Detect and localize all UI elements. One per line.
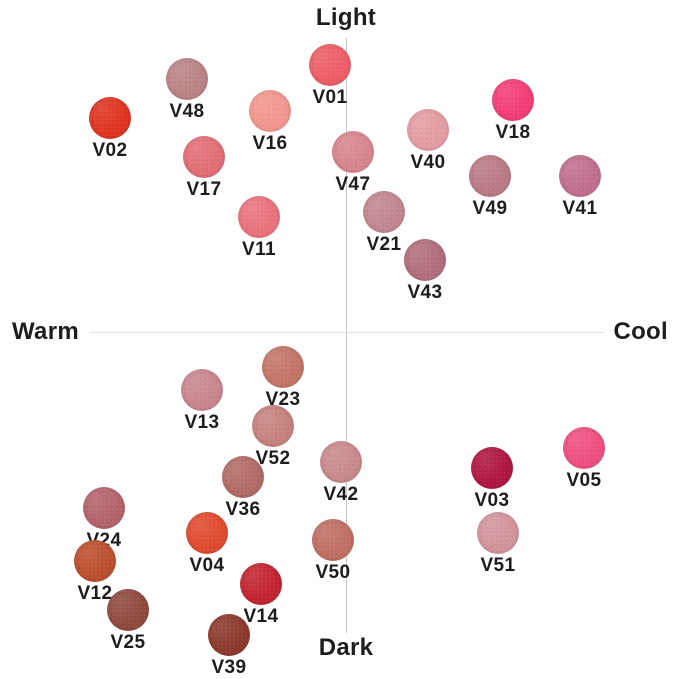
shade-point-V12: V12 [74, 540, 116, 605]
shade-swatch-circle [186, 512, 228, 554]
shade-label: V51 [480, 555, 516, 576]
shade-label: V14 [243, 606, 279, 627]
shade-point-V04: V04 [186, 512, 228, 577]
shade-point-V13: V13 [181, 369, 223, 434]
shade-swatch-circle [83, 487, 125, 529]
shade-label: V25 [110, 632, 146, 653]
shade-swatch-circle [222, 456, 264, 498]
shade-label: V40 [410, 152, 446, 173]
shade-point-V02: V02 [89, 97, 131, 162]
shade-point-V23: V23 [262, 346, 304, 411]
shade-swatch-circle [404, 239, 446, 281]
shade-label: V13 [184, 412, 220, 433]
shade-label: V48 [169, 101, 205, 122]
shade-point-V11: V11 [238, 196, 280, 261]
shade-point-V40: V40 [407, 109, 449, 174]
shade-label: V52 [255, 448, 291, 469]
shade-swatch-circle [477, 512, 519, 554]
shade-swatch-circle [252, 405, 294, 447]
shade-point-V17: V17 [183, 136, 225, 201]
shade-label: V39 [211, 657, 247, 678]
shade-swatch-circle [240, 563, 282, 605]
shade-swatch-circle [471, 447, 513, 489]
shade-swatch-circle [312, 519, 354, 561]
shade-label: V04 [189, 555, 225, 576]
shade-point-V50: V50 [312, 519, 354, 584]
shade-swatch-circle [320, 441, 362, 483]
shade-point-V18: V18 [492, 79, 534, 144]
shade-swatch-circle [492, 79, 534, 121]
shade-label: V41 [562, 198, 598, 219]
shade-swatch-circle [166, 58, 208, 100]
shade-label: V17 [186, 179, 222, 200]
axis-label-light: Light [315, 4, 377, 31]
shade-swatch-circle [363, 191, 405, 233]
shade-point-V41: V41 [559, 155, 601, 220]
shade-point-V48: V48 [166, 58, 208, 123]
shade-point-V25: V25 [107, 589, 149, 654]
shade-label: V16 [252, 133, 288, 154]
axis-label-warm: Warm [12, 318, 79, 345]
shade-point-V03: V03 [471, 447, 513, 512]
shade-swatch-circle [89, 97, 131, 139]
shade-point-V51: V51 [477, 512, 519, 577]
shade-swatch-circle [407, 109, 449, 151]
shade-swatch-circle [262, 346, 304, 388]
shade-swatch-circle [208, 614, 250, 656]
shade-swatch-circle [563, 427, 605, 469]
shade-swatch-circle [469, 155, 511, 197]
shade-label: V43 [407, 282, 443, 303]
shade-label: V01 [312, 87, 348, 108]
shade-point-V49: V49 [469, 155, 511, 220]
shade-swatch-circle [181, 369, 223, 411]
shade-swatch-circle [183, 136, 225, 178]
shade-point-V43: V43 [404, 239, 446, 304]
axis-label-cool: Cool [613, 318, 668, 345]
shade-point-V21: V21 [363, 191, 405, 256]
shade-label: V36 [225, 499, 261, 520]
shade-label: V49 [472, 198, 508, 219]
shade-swatch-circle [309, 44, 351, 86]
horizontal-axis-line [90, 332, 604, 333]
shade-point-V36: V36 [222, 456, 264, 521]
shade-point-V01: V01 [309, 44, 351, 109]
shade-point-V42: V42 [320, 441, 362, 506]
axis-label-dark: Dark [318, 634, 374, 661]
shade-label: V02 [92, 140, 128, 161]
shade-point-V14: V14 [240, 563, 282, 628]
shade-label: V11 [242, 239, 276, 260]
shade-swatch-circle [74, 540, 116, 582]
shade-label: V05 [566, 470, 602, 491]
shade-label: V42 [323, 484, 359, 505]
shade-swatch-circle [332, 131, 374, 173]
shade-point-V05: V05 [563, 427, 605, 492]
shade-label: V23 [265, 389, 301, 410]
shade-label: V03 [474, 490, 510, 511]
shade-label: V18 [495, 122, 531, 143]
shade-swatch-circle [107, 589, 149, 631]
shade-swatch-circle [249, 90, 291, 132]
shade-label: V50 [315, 562, 351, 583]
shade-point-V16: V16 [249, 90, 291, 155]
shade-swatch-circle [238, 196, 280, 238]
shade-point-V47: V47 [332, 131, 374, 196]
shade-swatch-circle [559, 155, 601, 197]
shade-point-V52: V52 [252, 405, 294, 470]
shade-label: V47 [335, 174, 371, 195]
shade-point-V39: V39 [208, 614, 250, 679]
shade-label: V21 [366, 234, 402, 255]
shade-label: V12 [77, 583, 113, 604]
vertical-axis-line [346, 38, 347, 633]
